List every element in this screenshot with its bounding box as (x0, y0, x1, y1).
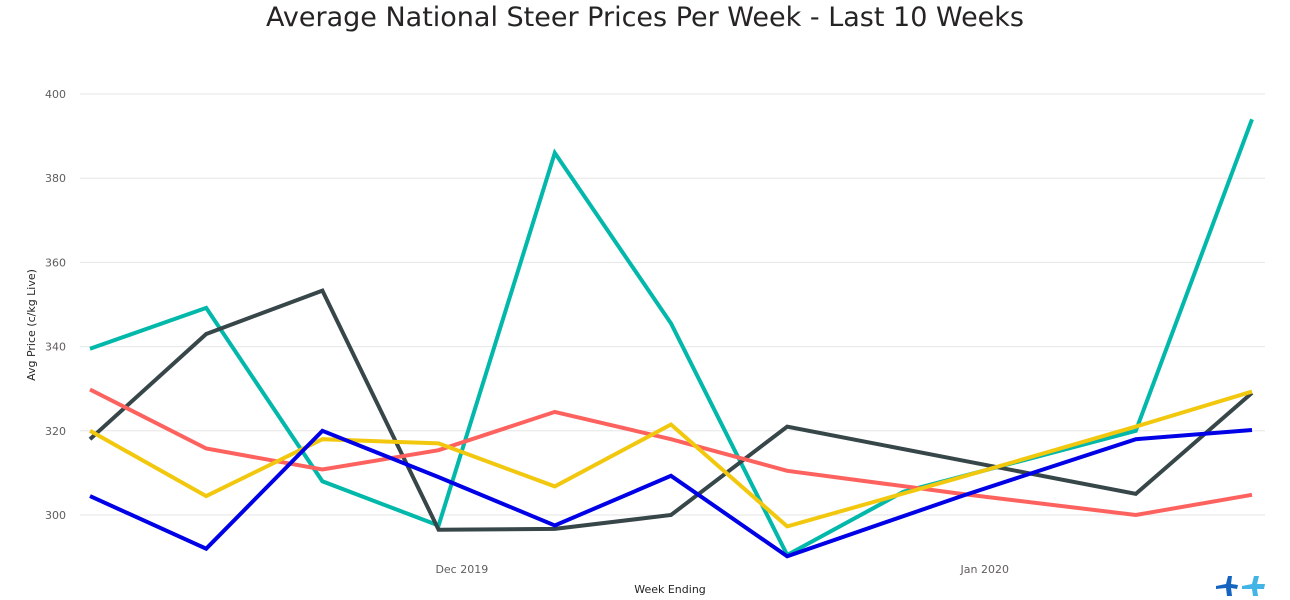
y-tick-label: 300 (45, 509, 66, 522)
series-line-5 (89, 428, 1253, 559)
y-tick-label: 320 (45, 425, 66, 438)
gridlines (80, 93, 1265, 516)
x-tick-label: Jan 2020 (960, 563, 1009, 576)
y-tick-label: 380 (45, 172, 66, 185)
series-line-4 (89, 389, 1253, 529)
brand-logo-icon (1216, 576, 1265, 596)
y-tick-label: 340 (45, 341, 66, 354)
y-tick-label: 400 (45, 88, 66, 101)
y-tick-label: 360 (45, 256, 66, 269)
x-axis-title: Week Ending (634, 583, 706, 596)
x-tick-label: Dec 2019 (435, 563, 488, 576)
series-line-2 (88, 288, 1254, 532)
y-axis-title: Avg Price (c/kg Live) (25, 269, 38, 381)
series-lines (88, 118, 1254, 559)
x-axis-ticks: Dec 2019 Jan 2020 (435, 563, 1009, 576)
y-axis-ticks: 300 320 340 360 380 400 (45, 88, 66, 522)
chart-title: Average National Steer Prices Per Week -… (266, 2, 1024, 33)
series-line-3 (89, 387, 1253, 518)
